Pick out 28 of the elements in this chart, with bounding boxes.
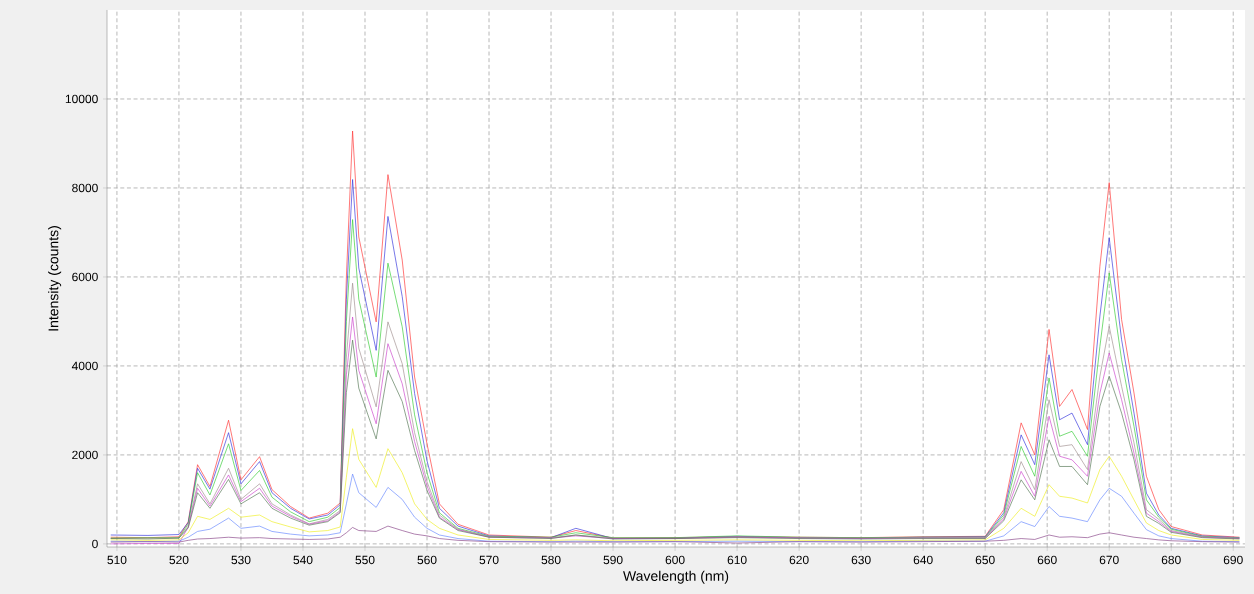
x-tick-label: 680 <box>1161 555 1181 565</box>
y-tick-label: 10000 <box>65 94 98 104</box>
x-tick-label: 630 <box>851 555 871 565</box>
y-axis-title: Intensity (counts) <box>48 226 62 331</box>
y-tick-label: 6000 <box>72 272 98 282</box>
x-tick-label: 560 <box>417 555 437 565</box>
x-tick-label: 550 <box>355 555 375 565</box>
x-tick-label: 510 <box>107 555 127 565</box>
x-tick-label: 660 <box>1037 555 1057 565</box>
x-tick-label: 580 <box>541 555 561 565</box>
x-tick-label: 570 <box>479 555 499 565</box>
x-axis-title: Wavelength (nm) <box>623 570 729 584</box>
x-tick-label: 610 <box>727 555 747 565</box>
x-tick-label: 650 <box>975 555 995 565</box>
x-tick-label: 600 <box>665 555 685 565</box>
y-tick-label: 0 <box>92 539 98 549</box>
x-tick-label: 520 <box>169 555 189 565</box>
x-tick-label: 590 <box>603 555 623 565</box>
line-series <box>110 428 1240 542</box>
y-tick-label: 8000 <box>72 183 98 193</box>
x-tick-label: 690 <box>1223 555 1243 565</box>
x-tick-label: 530 <box>231 555 251 565</box>
x-tick-label: 670 <box>1099 555 1119 565</box>
y-tick-label: 2000 <box>72 450 98 460</box>
x-tick-label: 620 <box>789 555 809 565</box>
x-tick-label: 640 <box>913 555 933 565</box>
x-tick-label: 540 <box>293 555 313 565</box>
y-tick-label: 4000 <box>71 361 98 371</box>
